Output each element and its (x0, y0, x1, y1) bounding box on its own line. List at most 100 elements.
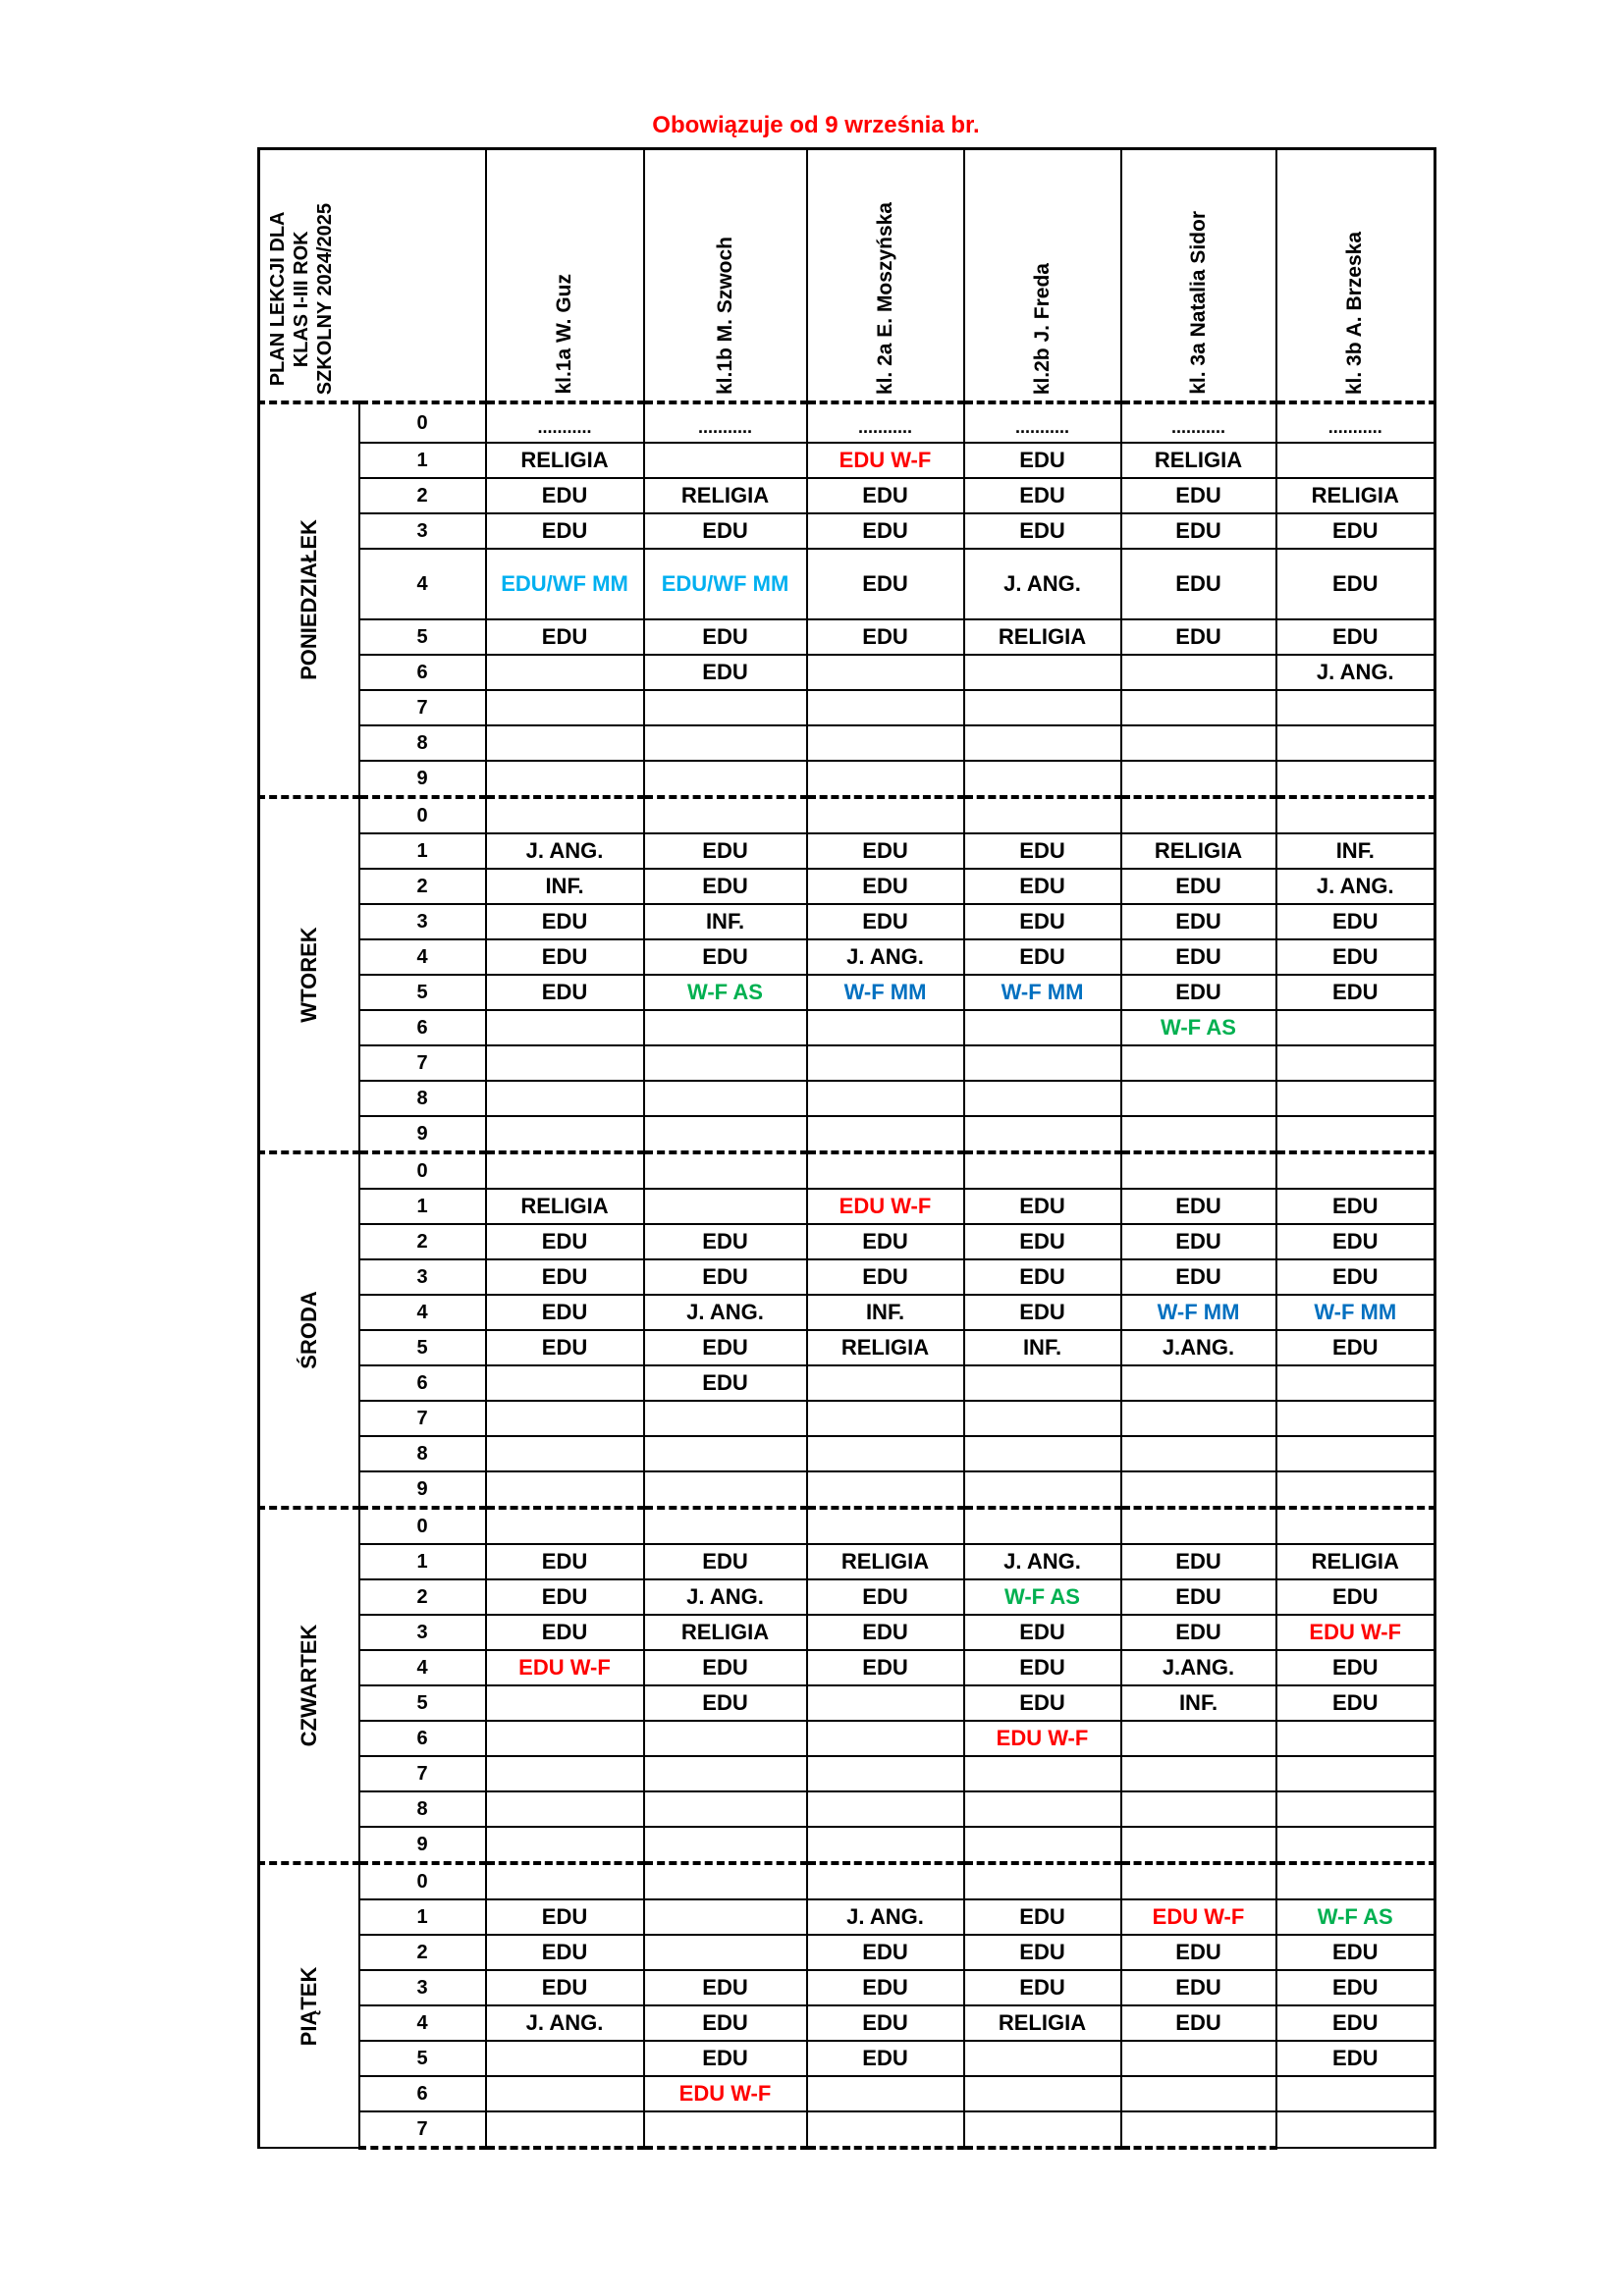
lesson-cell (1119, 2110, 1277, 2150)
lesson-cell: EDU (962, 1223, 1122, 1260)
lesson-cell (962, 2110, 1122, 2150)
lesson-number: 7 (357, 689, 487, 726)
lesson-cell (642, 1861, 808, 1900)
lesson-cell: EDU (962, 477, 1122, 514)
lesson-number: 2 (357, 1578, 487, 1616)
lesson-cell: ........... (805, 400, 965, 444)
lesson-row: 8 (259, 724, 1436, 762)
lesson-cell: EDU (805, 1258, 965, 1296)
lesson-cell (805, 654, 965, 691)
lesson-cell: EDU (1119, 938, 1277, 976)
lesson-cell: EDU (1119, 512, 1277, 550)
lesson-row: 4 EDU W-F EDU EDU EDU J.ANG. EDU (259, 1649, 1436, 1686)
lesson-cell (642, 795, 808, 834)
lesson-cell: J. ANG. (484, 2004, 645, 2042)
lesson-cell (1119, 689, 1277, 726)
lesson-cell: EDU (484, 1934, 645, 1971)
lesson-cell: EDU (642, 512, 808, 550)
lesson-cell (642, 1435, 808, 1472)
lesson-number: 2 (357, 1223, 487, 1260)
lesson-cell: EDU (642, 1543, 808, 1580)
lesson-cell (1274, 1435, 1436, 1472)
lesson-cell: EDU (642, 938, 808, 976)
lesson-cell: EDU W-F (642, 2075, 808, 2112)
lesson-number: 9 (357, 1826, 487, 1864)
lesson-cell: EDU (805, 548, 965, 620)
lesson-cell (1119, 1364, 1277, 1402)
lesson-cell: W-F AS (1119, 1009, 1277, 1046)
lesson-cell (1119, 1755, 1277, 1792)
lesson-cell (962, 1150, 1122, 1190)
lesson-cell: J. ANG. (1274, 654, 1436, 691)
lesson-cell (805, 2075, 965, 2112)
lesson-cell (1274, 1506, 1436, 1545)
lesson-cell (484, 689, 645, 726)
lesson-cell (1274, 442, 1436, 479)
lesson-cell: EDU (642, 618, 808, 656)
lesson-cell: EDU (805, 618, 965, 656)
lesson-number: 5 (357, 2040, 487, 2077)
lesson-cell (642, 1009, 808, 1046)
lesson-cell (484, 724, 645, 762)
day-label: WTOREK (296, 927, 321, 1023)
lesson-cell: EDU (805, 1934, 965, 1971)
lesson-cell: W-F MM (1274, 1294, 1436, 1331)
lesson-cell: EDU (962, 442, 1122, 479)
lesson-number: 6 (357, 2075, 487, 2112)
lesson-row: 3 EDU EDU EDU EDU EDU EDU (259, 1258, 1436, 1296)
lesson-number: 8 (357, 1790, 487, 1828)
lesson-cell: EDU (484, 903, 645, 940)
lesson-cell (642, 1790, 808, 1828)
lesson-cell: J. ANG. (642, 1578, 808, 1616)
lesson-cell: ........... (1119, 400, 1277, 444)
lesson-cell: EDU (642, 832, 808, 870)
lesson-row: 9 (259, 1115, 1436, 1153)
lesson-cell: EDU (1119, 1578, 1277, 1616)
lesson-number: 4 (357, 1649, 487, 1686)
lesson-cell (1274, 1790, 1436, 1828)
lesson-row: 3 EDU EDU EDU EDU EDU EDU (259, 1969, 1436, 2006)
lesson-cell: EDU (805, 477, 965, 514)
lesson-cell (484, 654, 645, 691)
lesson-cell: EDU W-F (805, 442, 965, 479)
lesson-cell (1274, 1150, 1436, 1190)
lesson-cell: INF. (805, 1294, 965, 1331)
lesson-cell (805, 1400, 965, 1437)
lesson-cell: J. ANG. (962, 1543, 1122, 1580)
lesson-row: 6 EDU W-F (259, 1720, 1436, 1757)
lesson-number: 3 (357, 903, 487, 940)
lesson-number: 4 (357, 2004, 487, 2042)
lesson-row: 5 EDU EDU EDU (259, 2040, 1436, 2077)
class-header: kl.1b M. Szwoch (642, 147, 808, 403)
lesson-row: ŚRODA 0 (257, 1150, 1436, 1509)
lesson-number: 3 (357, 1614, 487, 1651)
lesson-cell: EDU (1119, 548, 1277, 620)
lesson-cell (484, 2075, 645, 2112)
lesson-cell (642, 442, 808, 479)
lesson-cell (962, 2075, 1122, 2112)
lesson-row: 5 EDU EDU EDU RELIGIA EDU EDU (259, 618, 1436, 656)
lesson-cell: EDU (1274, 618, 1436, 656)
lesson-cell: J. ANG. (805, 1898, 965, 1936)
lesson-cell (962, 1790, 1122, 1828)
lesson-cell: RELIGIA (962, 618, 1122, 656)
lesson-cell: EDU (1274, 1649, 1436, 1686)
lesson-cell: EDU (484, 1329, 645, 1366)
lesson-cell: J. ANG. (962, 548, 1122, 620)
lesson-cell (1119, 1506, 1277, 1545)
lesson-cell (1274, 1400, 1436, 1437)
lesson-cell (805, 1115, 965, 1153)
lesson-cell (1274, 1755, 1436, 1792)
lesson-cell (484, 1861, 645, 1900)
lesson-number: 8 (357, 1080, 487, 1117)
lesson-cell: RELIGIA (805, 1329, 965, 1366)
lesson-cell (642, 1720, 808, 1757)
lesson-cell: ........... (1274, 400, 1436, 444)
lesson-cell: EDU (962, 868, 1122, 905)
lesson-cell: EDU (962, 1188, 1122, 1225)
lesson-number: 6 (357, 1720, 487, 1757)
lesson-cell: W-F AS (962, 1578, 1122, 1616)
plan-title-cell: PLAN LEKCJI DLA KLAS I-III ROK SZKOLNY 2… (257, 147, 487, 403)
lesson-cell: RELIGIA (962, 2004, 1122, 2042)
lesson-cell: EDU (484, 974, 645, 1011)
